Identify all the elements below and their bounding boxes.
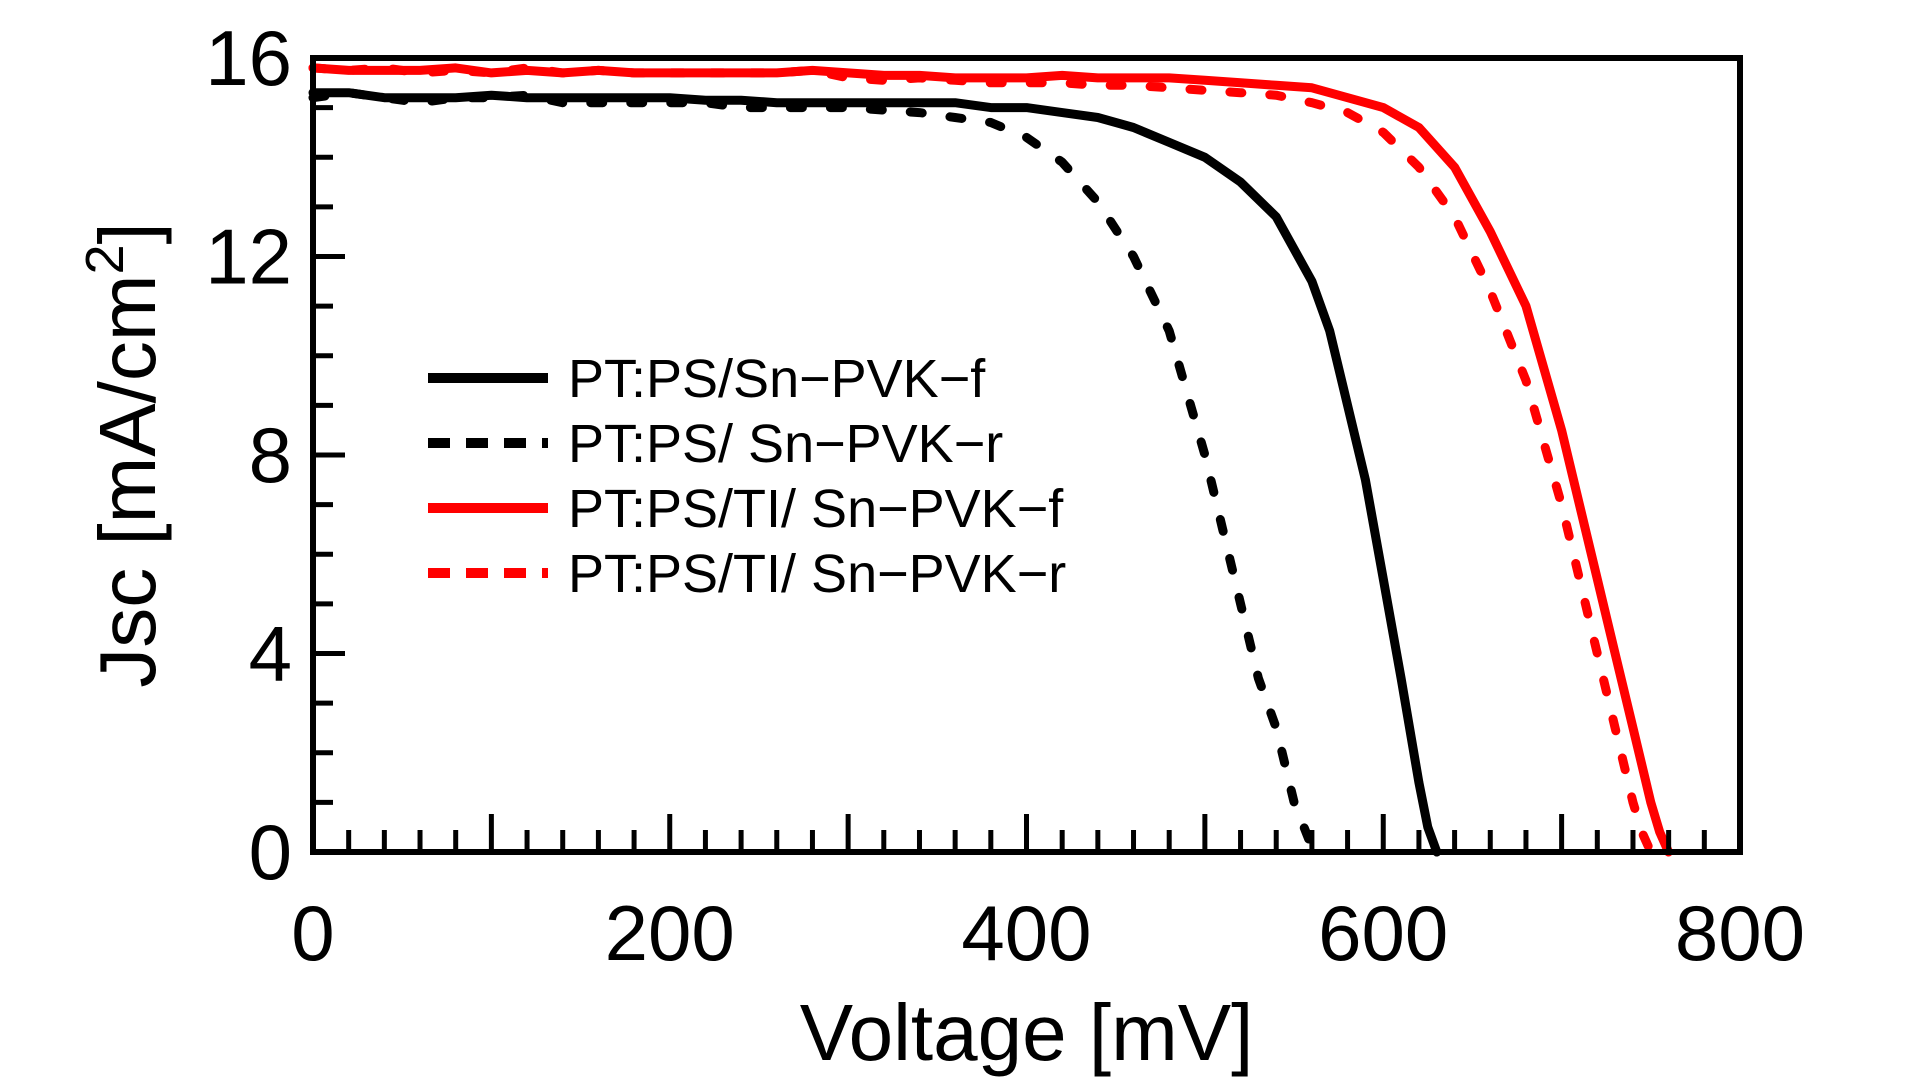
- legend-label-1: PT:PS/Sn−PVK−f: [568, 349, 986, 409]
- x-axis-title: Voltage [mV]: [800, 988, 1254, 1077]
- legend: PT:PS/Sn−PVK−fPT:PS/ Sn−PVK−rPT:PS/TI/ S…: [428, 349, 1066, 604]
- series-line-2: [308, 88, 1326, 857]
- y-tick-label: 8: [249, 411, 292, 499]
- y-tick-label: 0: [249, 808, 292, 896]
- x-tick-label: 400: [961, 889, 1091, 977]
- labels-layer: 0 200 400 600 800 0 4 8 12 16 Voltage [mV] Jsc [mA/…: [75, 14, 1805, 1077]
- y-axis-title: Jsc [mA/cm2]: [75, 222, 172, 688]
- y-tick-label: 16: [205, 14, 292, 102]
- x-tick-label: 200: [605, 889, 735, 977]
- y-tick-label: 4: [249, 610, 292, 698]
- y-axis-title-close: ]: [83, 222, 172, 244]
- plot-frame: [310, 55, 1743, 855]
- x-tick-label: 0: [291, 889, 334, 977]
- legend-label-2: PT:PS/ Sn−PVK−r: [568, 414, 1003, 474]
- series-layer: [308, 63, 1674, 857]
- series-line-4: [308, 63, 1656, 857]
- y-tick-label: 12: [205, 213, 292, 301]
- y-axis-title-main: Jsc [mA/cm: [83, 274, 172, 687]
- x-tick-label: 600: [1318, 889, 1448, 977]
- legend-label-4: PT:PS/TI/ Sn−PVK−r: [568, 544, 1066, 604]
- axes-layer: [310, 55, 1743, 855]
- legend-label-3: PT:PS/TI/ Sn−PVK−f: [568, 479, 1064, 539]
- x-tick-label: 800: [1675, 889, 1805, 977]
- y-axis-title-superscript: 2: [75, 244, 135, 274]
